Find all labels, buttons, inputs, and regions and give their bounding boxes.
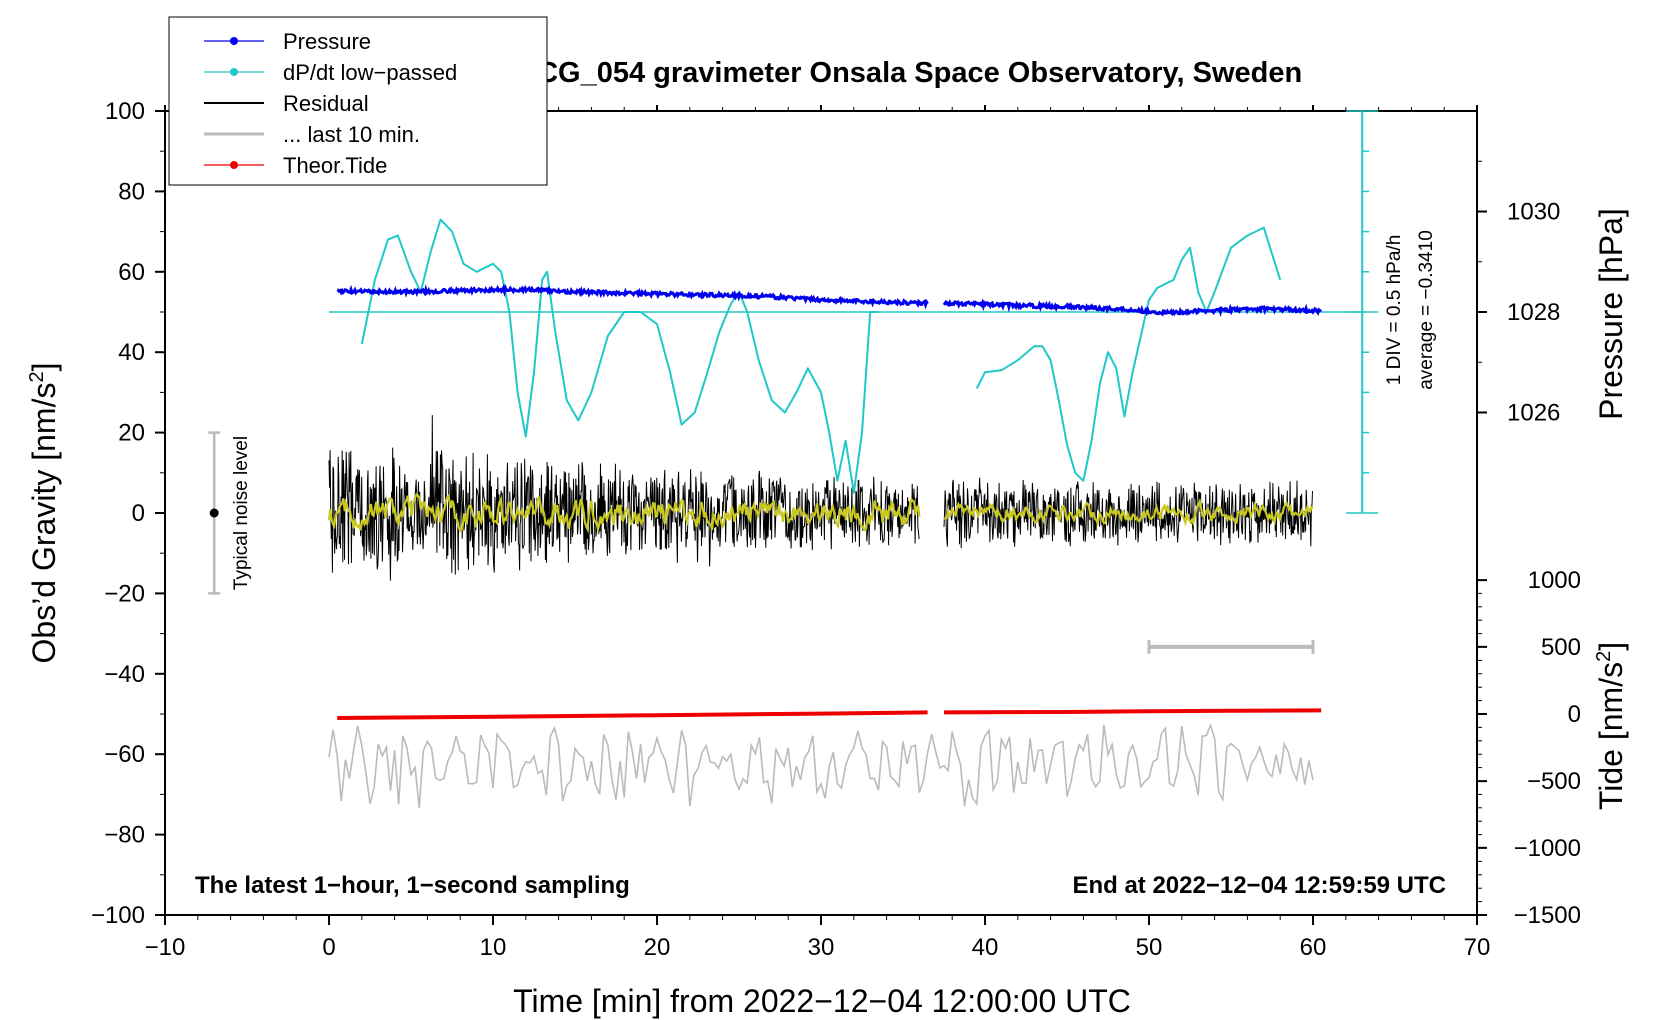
- dpdt-series: [360, 218, 879, 494]
- residual-smoothed-series: [943, 498, 1314, 527]
- y-tick-label: −20: [104, 580, 145, 607]
- x-tick-label: 50: [1136, 934, 1163, 961]
- pressure-series: [942, 298, 1323, 317]
- noise-level-dot: [209, 508, 219, 518]
- y-axis-title-left-sup: 2: [26, 371, 48, 382]
- x-tick-label: 0: [322, 934, 335, 961]
- tide-tick-label: −500: [1527, 768, 1581, 795]
- legend-marker: [230, 68, 238, 76]
- pressure-series: [336, 283, 929, 310]
- pressure-tick-label: 1030: [1507, 199, 1560, 226]
- legend-marker: [230, 37, 238, 45]
- footer-right-note: End at 2022−12−04 12:59:59 UTC: [1072, 872, 1446, 899]
- annotations: [208, 110, 1379, 654]
- data-series: [327, 218, 1363, 808]
- tide-tick-label: −1000: [1514, 835, 1581, 862]
- y-tick-label: 40: [118, 339, 145, 366]
- legend-label: Residual: [283, 91, 369, 116]
- dpdt-average-label: average = −0.3410: [1416, 230, 1437, 390]
- x-axis-title: Time [min] from 2022−12−04 12:00:00 UTC: [513, 983, 1131, 1019]
- last-10min-series: [328, 722, 1314, 808]
- dpdt-series: [975, 226, 1282, 482]
- x-tick-label: 20: [644, 934, 671, 961]
- x-tick-label: 70: [1464, 934, 1491, 961]
- x-tick-label: −10: [145, 934, 186, 961]
- y-tick-label: 20: [118, 420, 145, 447]
- legend-label: ... last 10 min.: [283, 122, 420, 147]
- residual-series: [328, 415, 920, 581]
- tide-tick-label: 0: [1568, 701, 1581, 728]
- tide-series: [943, 708, 1322, 715]
- legend-label: Theor.Tide: [283, 153, 387, 178]
- x-tick-label: 40: [972, 934, 999, 961]
- y-tick-label: 100: [105, 98, 145, 125]
- y-tick-label: 60: [118, 259, 145, 286]
- legend-label: dP/dt low−passed: [283, 60, 457, 85]
- legend: Pressure dP/dt low−passed Residual ... last…: [168, 16, 548, 186]
- tide-axis-title-sup: 2: [1593, 651, 1615, 662]
- footer-left-note: The latest 1−hour, 1−second sampling: [195, 872, 630, 899]
- x-tick-label: 60: [1300, 934, 1327, 961]
- y-tick-label: −40: [104, 661, 145, 688]
- pressure-tick-label: 1026: [1507, 400, 1560, 427]
- pressure-tick-label: 1028: [1507, 299, 1560, 326]
- dpdt-scale-label: 1 DIV = 0.5 hPa/h: [1384, 235, 1405, 386]
- tide-tick-label: 500: [1541, 634, 1581, 661]
- y-axis-title-left: Obs’d Gravity [nm/s2]: [26, 363, 62, 664]
- tide-axis-title: Tide [nm/s2]: [1593, 642, 1629, 810]
- chart-title: SCG_054 gravimeter Onsala Space Observat…: [518, 57, 1302, 89]
- pressure-axis-title: Pressure [hPa]: [1593, 208, 1629, 420]
- y-tick-label: 0: [132, 500, 145, 527]
- noise-level-label: Typical noise level: [231, 436, 252, 590]
- residual-smoothed-series: [327, 492, 921, 534]
- y-tick-label: 80: [118, 178, 145, 205]
- legend-box: [168, 16, 548, 186]
- tide-series: [337, 710, 928, 720]
- x-tick-label: 10: [480, 934, 507, 961]
- axis-ticks: −10 0 10 20 30 40 50 60 70100806040200−20−40−60−…: [91, 98, 1581, 961]
- tide-tick-label: 1000: [1528, 567, 1581, 594]
- y-tick-label: −80: [104, 822, 145, 849]
- legend-marker: [230, 161, 238, 169]
- tide-tick-label: −1500: [1514, 902, 1581, 929]
- y-tick-label: −60: [104, 741, 145, 768]
- y-tick-label: −100: [91, 902, 145, 929]
- x-tick-label: 30: [808, 934, 835, 961]
- legend-label: Pressure: [283, 29, 371, 54]
